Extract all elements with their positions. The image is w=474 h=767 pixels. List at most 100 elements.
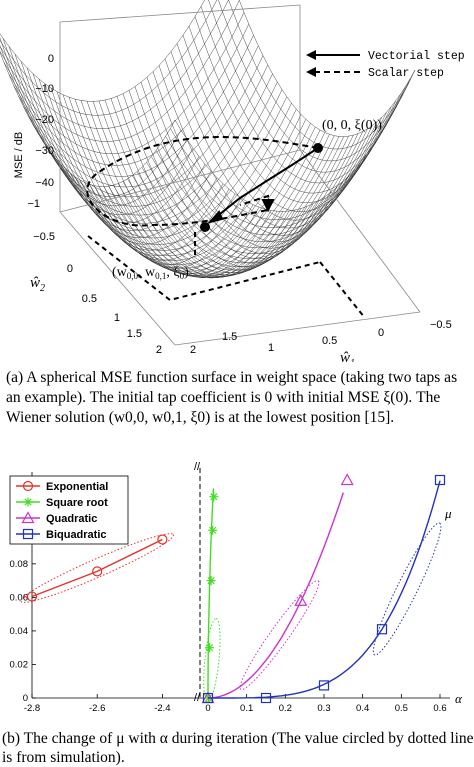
x-axis-label: α <box>455 691 463 706</box>
simulation-ellipses <box>20 522 442 703</box>
series-biquadratic <box>202 474 446 704</box>
series-line <box>31 538 163 598</box>
mesh-line <box>174 69 416 212</box>
mu-alpha-chart: //// 00.020.040.060.080.10.12-2.8-2.6-2.… <box>9 461 464 714</box>
w2-axis: −1 −0.5 0 0.5 1 1.5 2 ŵ2 <box>27 198 162 356</box>
legend-label: Quadratic <box>46 513 97 525</box>
mesh-line <box>128 90 320 268</box>
legend-label: Exponential <box>46 481 108 493</box>
axis-break-mark-top: // <box>194 461 201 473</box>
data-point <box>208 525 218 535</box>
series-exponential <box>26 534 168 602</box>
w2-tick: 0 <box>67 263 73 275</box>
w2-tick: −1 <box>27 198 40 210</box>
data-point <box>434 474 446 486</box>
mesh-line <box>80 100 272 278</box>
mesh-line <box>134 86 326 264</box>
y-tick-label: 0.04 <box>10 626 29 637</box>
data-point <box>318 680 330 691</box>
projection-lines <box>87 232 366 319</box>
series-line <box>207 492 344 699</box>
simulation-ellipse <box>203 618 221 703</box>
chart-legend: Exponential Square root Quadratic Biquadrat… <box>9 475 129 545</box>
mesh-line <box>46 96 288 239</box>
simulation-ellipse <box>372 522 442 656</box>
mesh-line <box>218 0 404 162</box>
z-tick: −10 <box>35 83 54 95</box>
legend-label: Square root <box>46 497 108 509</box>
start-point-label: (0, 0, ξ(0)) <box>322 118 382 133</box>
mesh-line <box>200 6 392 184</box>
caption-a: (a) A spherical MSE function surface in … <box>6 369 458 426</box>
legend-scalar-label: Scalar step <box>368 67 444 80</box>
mesh-line <box>32 73 273 216</box>
mesh-line <box>228 0 410 150</box>
mesh-line <box>113 135 354 277</box>
x-tick-label: -2.8 <box>24 703 40 714</box>
mesh-line <box>136 121 378 264</box>
w2-tick: −0.5 <box>33 231 55 243</box>
w2-tick: 1.5 <box>127 328 142 340</box>
y-tick-label: 0.06 <box>10 592 29 603</box>
legend-item: Square root <box>16 497 108 509</box>
mse-surface-mesh <box>0 0 416 279</box>
mesh-line <box>89 134 330 276</box>
x-tick-label: 0 <box>205 703 210 714</box>
z-axis-label: MSE / dB <box>13 132 25 178</box>
x-tick-label: 0.1 <box>240 703 253 714</box>
mesh-line <box>151 106 392 249</box>
mesh-line <box>188 26 380 203</box>
mesh-line <box>94 135 335 278</box>
data-point <box>157 534 168 545</box>
y-tick-label: 0.02 <box>10 659 29 670</box>
y-tick-label: 0 <box>23 693 28 704</box>
mesh-line <box>122 131 364 274</box>
data-point <box>340 473 354 486</box>
data-point <box>376 624 388 635</box>
series-line <box>208 480 441 699</box>
mesh-line <box>146 112 387 254</box>
data-point <box>23 497 33 507</box>
w1-tick: 2 <box>190 344 196 356</box>
w1-tick: 0 <box>378 327 384 339</box>
w2-subscript: 2 <box>40 283 45 294</box>
mesh-line <box>208 0 398 173</box>
x-tick-label: 0.5 <box>395 703 408 714</box>
x-tick-label: 0.4 <box>356 703 369 714</box>
mesh-line <box>0 0 205 102</box>
w1-axis: −0.5 0 0.5 1 1.5 2 ŵ1 <box>190 319 452 362</box>
series-line <box>207 488 215 698</box>
w1-subscript: 1 <box>350 358 355 362</box>
data-point <box>92 566 103 577</box>
legend-label: Biquadratic <box>46 529 107 541</box>
data-point <box>206 576 216 586</box>
mesh-line <box>160 93 402 236</box>
mesh-line <box>132 125 373 268</box>
mesh-line <box>176 43 368 221</box>
data-point <box>22 480 34 492</box>
mesh-line <box>238 0 416 137</box>
w2-label: ŵ <box>30 275 40 291</box>
legend-item: Quadratic <box>16 511 97 525</box>
mesh-line <box>194 16 386 194</box>
legend-item: Biquadratic <box>16 528 107 541</box>
w2-axis-label: ŵ2 <box>30 275 45 294</box>
w1-axis-label: ŵ1 <box>340 350 355 362</box>
series-square-root <box>203 488 219 703</box>
chart-series <box>26 473 446 704</box>
data-point <box>260 692 272 704</box>
w1-tick: 0.5 <box>322 335 337 347</box>
start-point <box>313 143 323 153</box>
mesh-line <box>103 136 345 279</box>
z-tick: −30 <box>35 145 54 157</box>
axis-break-mark-bottom: // <box>194 692 201 704</box>
data-point <box>22 528 34 540</box>
scalar-step-path <box>86 136 319 227</box>
x-tick-label: 0.2 <box>279 703 292 714</box>
w1-tick: 1.5 <box>222 331 237 343</box>
vectorial-step-path <box>207 147 319 224</box>
mesh-line <box>182 35 374 212</box>
x-tick-label: 0.6 <box>433 703 446 714</box>
y-tick-label: 0.08 <box>10 559 29 570</box>
data-point <box>202 692 214 704</box>
